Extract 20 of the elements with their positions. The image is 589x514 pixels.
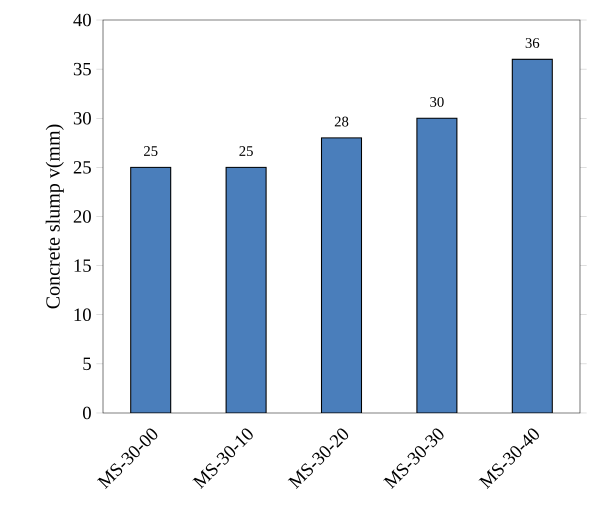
y-tick-label: 30 bbox=[74, 112, 91, 125]
bar bbox=[130, 166, 172, 413]
data-label: 25 bbox=[239, 146, 253, 156]
bar bbox=[226, 166, 267, 413]
y-tick-label: 20 bbox=[74, 210, 91, 223]
data-label: 30 bbox=[430, 96, 444, 107]
data-label: 25 bbox=[144, 146, 158, 156]
y-axis-title: Concrete slump v(mm) bbox=[46, 124, 64, 308]
data-label: 28 bbox=[334, 116, 348, 127]
y-tick-label: 40 bbox=[73, 14, 91, 26]
data-label: 36 bbox=[526, 38, 540, 48]
y-tick-label: 0 bbox=[83, 406, 91, 420]
y-tick-label: 35 bbox=[74, 62, 91, 76]
y-tick-label: 10 bbox=[74, 308, 91, 322]
y-tick-label: 5 bbox=[83, 358, 91, 370]
y-tick-label: 15 bbox=[74, 259, 91, 272]
y-tick-label: 25 bbox=[74, 161, 91, 174]
bar bbox=[512, 58, 553, 413]
bar bbox=[320, 137, 362, 413]
bar bbox=[416, 118, 458, 413]
